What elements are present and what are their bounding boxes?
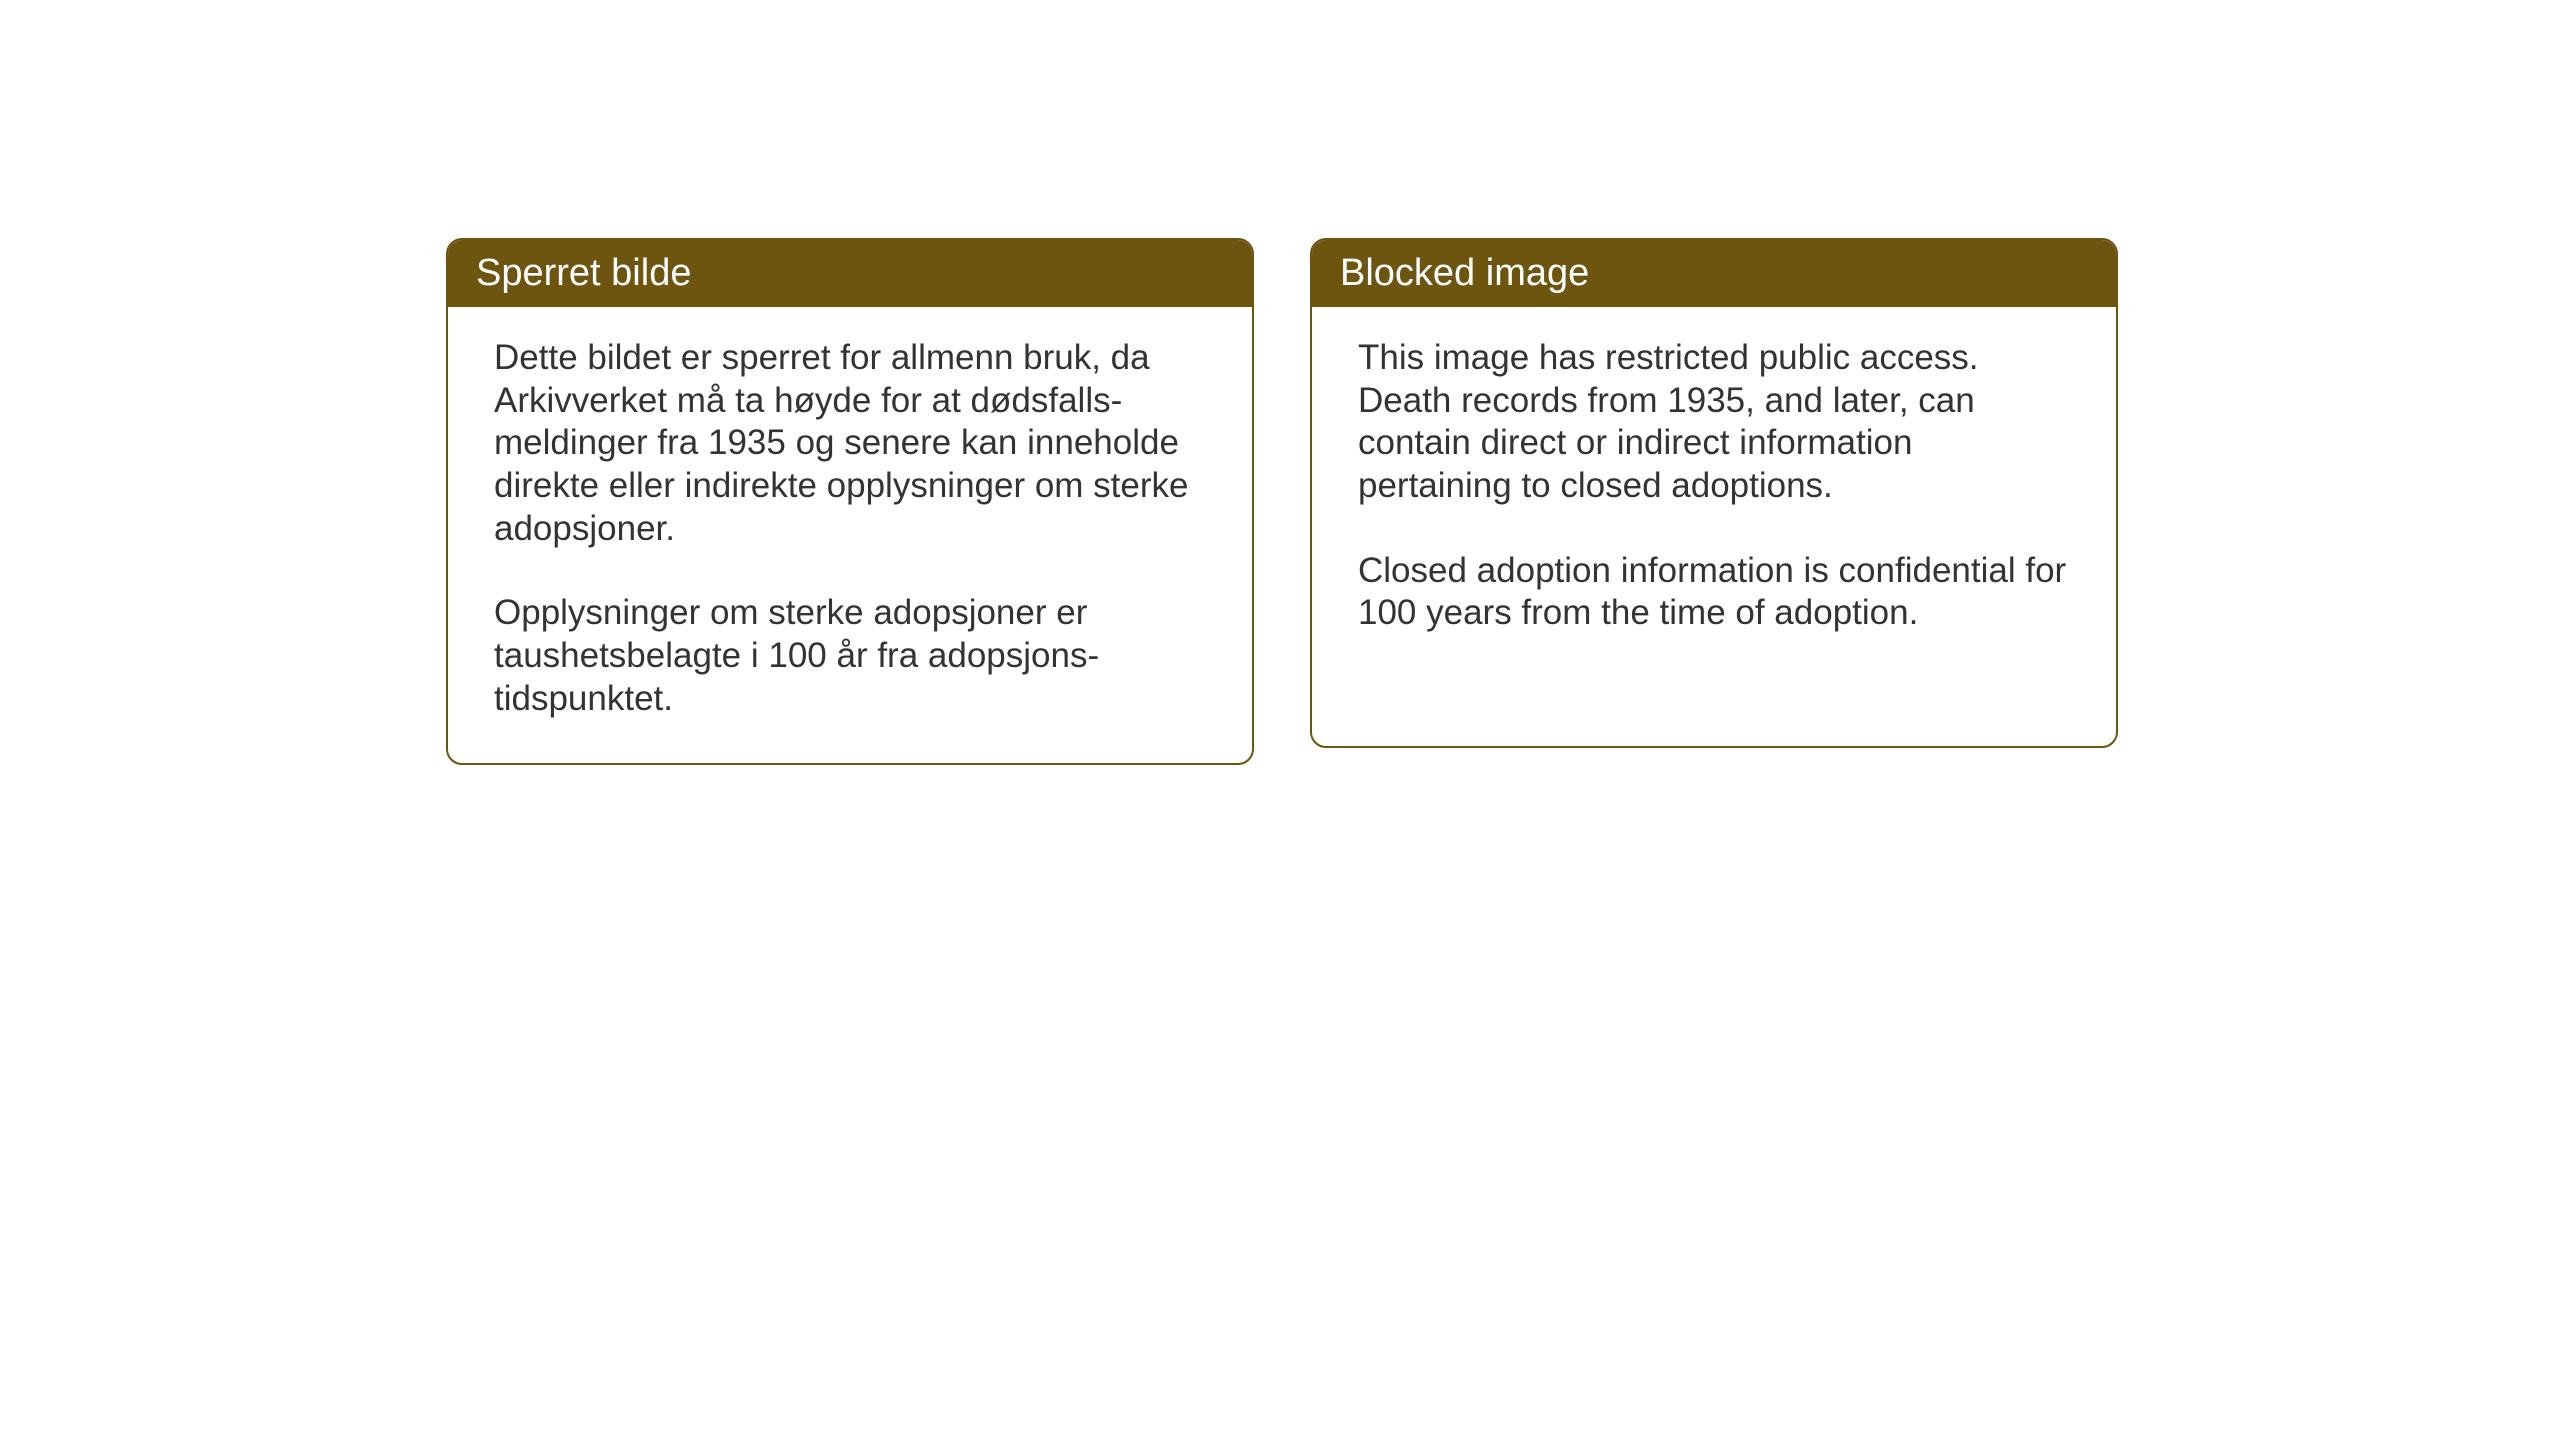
card-paragraph: Closed adoption information is confident… [1358, 550, 2070, 635]
card-title: Sperret bilde [476, 252, 691, 294]
notice-cards-container: Sperret bilde Dette bildet er sperret fo… [446, 238, 2560, 765]
card-header-norwegian: Sperret bilde [448, 240, 1252, 307]
card-body-english: This image has restricted public access.… [1312, 307, 2116, 677]
card-body-norwegian: Dette bildet er sperret for allmenn bruk… [448, 307, 1252, 763]
card-header-english: Blocked image [1312, 240, 2116, 307]
notice-card-english: Blocked image This image has restricted … [1310, 238, 2118, 748]
card-paragraph: This image has restricted public access.… [1358, 337, 2070, 508]
notice-card-norwegian: Sperret bilde Dette bildet er sperret fo… [446, 238, 1254, 765]
card-paragraph: Dette bildet er sperret for allmenn bruk… [494, 337, 1206, 550]
card-title: Blocked image [1340, 252, 1589, 294]
card-paragraph: Opplysninger om sterke adopsjoner er tau… [494, 592, 1206, 720]
